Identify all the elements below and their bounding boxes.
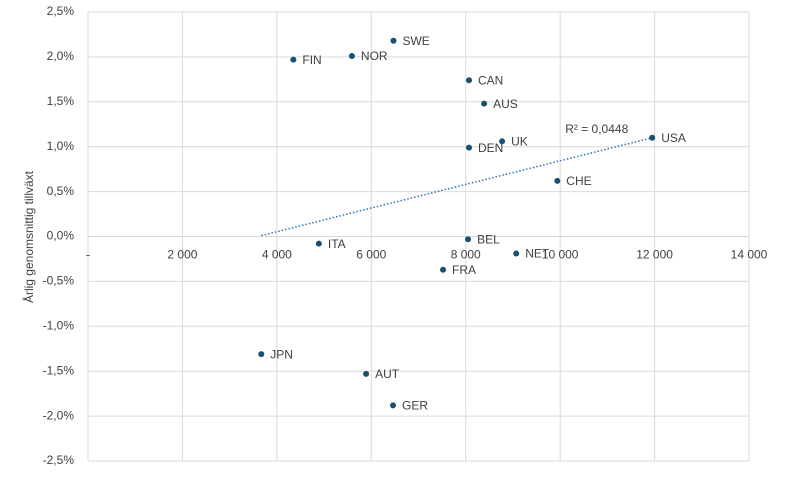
point-label: CHE (566, 174, 591, 188)
point-label: JPN (270, 347, 293, 361)
point-label: UK (511, 134, 528, 148)
point (554, 177, 561, 184)
point-label: DEN (478, 141, 503, 155)
point (466, 77, 473, 84)
point (499, 138, 506, 145)
point-label: AUT (375, 367, 400, 381)
point (649, 134, 656, 141)
point-label: AUS (493, 97, 518, 111)
y-tick-label: 2,5% (47, 4, 75, 18)
point-label: NET (525, 247, 550, 261)
point (315, 240, 322, 247)
point (513, 250, 520, 257)
point-label: FRA (452, 263, 476, 277)
y-tick-label: -0,5% (43, 274, 75, 288)
point-label: USA (661, 131, 686, 145)
point-label: ITA (328, 237, 346, 251)
x-tick-label: 6 000 (356, 248, 386, 262)
trendline-annotation: R² = 0,0448 (565, 122, 628, 136)
y-tick-label: -1,0% (43, 318, 75, 332)
point (290, 56, 297, 63)
point (348, 53, 355, 60)
x-tick-label: 2 000 (167, 248, 197, 262)
y-tick-label: -1,5% (43, 363, 75, 377)
point-label: BEL (477, 232, 500, 246)
point (258, 351, 265, 358)
point-label: SWE (402, 34, 429, 48)
point (481, 100, 488, 107)
y-tick-label: 0,5% (47, 184, 75, 198)
point-label: GER (402, 398, 428, 412)
point-label: FIN (302, 53, 321, 67)
y-tick-label: 1,5% (47, 94, 75, 108)
y-tick-label: 2,0% (47, 49, 75, 63)
point (363, 370, 370, 377)
y-tick-label: -2,5% (43, 453, 75, 467)
y-tick-label: 1,0% (47, 139, 75, 153)
x-tick-label: 4 000 (262, 248, 292, 262)
x-tick-label: 14 000 (731, 248, 768, 262)
point (466, 144, 473, 151)
x-tick-label: 12 000 (636, 248, 673, 262)
point-label: NOR (361, 49, 388, 63)
point (390, 402, 397, 409)
y-axis-label: Årlig genomsnittig tillväxt (21, 170, 36, 303)
x-tick-label: - (86, 248, 90, 262)
y-tick-label: -2,0% (43, 408, 75, 422)
y-tick-label: 0,0% (47, 229, 75, 243)
x-tick-label: 10 000 (542, 248, 579, 262)
point (440, 266, 447, 273)
x-tick-label: 8 000 (451, 248, 481, 262)
point (390, 37, 397, 44)
trendline (261, 136, 653, 237)
point (465, 236, 472, 243)
point-label: CAN (478, 73, 503, 87)
